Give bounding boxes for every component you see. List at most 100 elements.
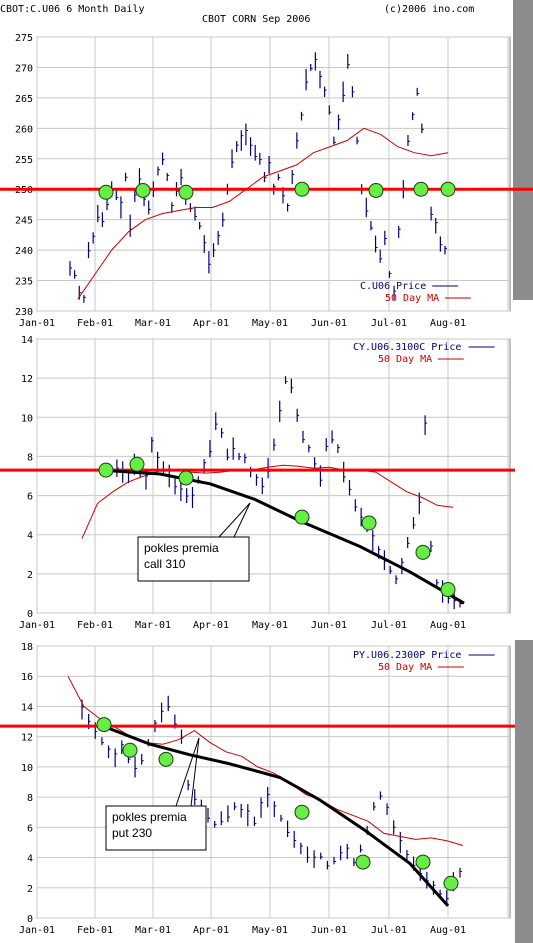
y-tick-label: 14 (21, 335, 33, 346)
marker-circle (368, 182, 384, 198)
marker-circle (129, 456, 145, 472)
y-tick-label: 14 (21, 702, 33, 713)
scrollbar-strip[interactable] (513, 0, 533, 300)
trend-curve (99, 468, 465, 605)
plot-frame (36, 36, 511, 312)
y-tick-label: 8 (27, 793, 33, 804)
x-tick-label: Mar-01 (135, 620, 171, 631)
callout-box (105, 805, 207, 851)
panel-corn-futures: 230235240245250255260265270275Jan-01Feb-… (0, 33, 533, 329)
y-tick-label: 265 (15, 94, 33, 105)
callout-text: pokles premia (112, 810, 187, 824)
y-tick-label: 4 (27, 531, 33, 542)
header-left: CBOT:C.U06 6 Month Daily (0, 4, 145, 15)
x-tick-label: Feb-01 (77, 925, 113, 936)
x-tick-label: Mar-01 (135, 925, 171, 936)
callout-text: call 310 (144, 557, 186, 571)
marker-circle (135, 182, 151, 198)
ma-line (81, 464, 454, 539)
y-tick-label: 235 (15, 277, 33, 288)
panel-call-310: 0 2 4 6 8 10 12 14 Jan-01 Feb-01 Mar-01 Apr-01 May-0… (0, 335, 515, 631)
marker-circle (294, 804, 310, 820)
marker-circle (415, 544, 431, 560)
callout-text: put 230 (112, 826, 152, 840)
marker-circle (415, 854, 431, 870)
y-tick-label: 260 (15, 124, 33, 135)
marker-circle (355, 854, 371, 870)
x-tick-label: May-01 (252, 620, 288, 631)
marker-circle (122, 742, 138, 758)
callout-pointer (175, 737, 200, 807)
header-right: (c)2006 ino.com (384, 4, 474, 15)
x-tick-label: Jan-01 (19, 620, 55, 631)
x-tick-label: Apr-01 (193, 925, 229, 936)
marker-circle (361, 515, 377, 531)
y-tick-label: 0 (27, 914, 33, 925)
y-tick-label: 12 (21, 733, 33, 744)
marker-circle (98, 462, 114, 478)
marker-circle (294, 509, 310, 525)
y-tick-label: 255 (15, 155, 33, 166)
callout-box (137, 536, 250, 582)
marker-circle (178, 470, 194, 486)
y-tick-label: 8 (27, 452, 33, 463)
legend-label: 50 Day MA (385, 293, 439, 304)
header-center: CBOT CORN Sep 2006 (202, 14, 310, 25)
marker-circle (413, 181, 429, 197)
marker-circle (443, 875, 459, 891)
y-tick-label: 10 (21, 763, 33, 774)
legend-label: C.U06 Price (360, 281, 426, 292)
x-tick-label: Mar-01 (135, 318, 171, 329)
legend-label: 50 Day MA (378, 354, 432, 365)
y-tick-label: 245 (15, 216, 33, 227)
marker-circle (98, 184, 114, 200)
legend-label: CY.U06.3100C Price (353, 342, 461, 353)
x-tick-label: Jul-01 (371, 620, 407, 631)
y-tick-label: 4 (27, 854, 33, 865)
x-tick-label: Jun-01 (311, 925, 347, 936)
y-tick-label: 12 (21, 374, 33, 385)
marker-circle (96, 717, 112, 733)
x-tick-label: Apr-01 (193, 620, 229, 631)
legend-label: 50 Day MA (378, 662, 432, 673)
panel-put-230: 0 2 4 6 8 10 12 14 16 18 Jan-01 Feb-01 Mar-01 Apr-01 M… (0, 642, 515, 936)
legend-label: PY.U06.2300P Price (353, 650, 461, 661)
trend-curve (102, 724, 450, 907)
x-tick-label: Aug-01 (430, 620, 466, 631)
plot-frame (36, 338, 511, 614)
y-tick-label: 275 (15, 33, 33, 44)
callout-pointer (190, 737, 200, 807)
plot-frame (36, 645, 511, 919)
y-tick-label: 10 (21, 413, 33, 424)
y-tick-label: 6 (27, 823, 33, 834)
marker-circle (178, 184, 194, 200)
y-tick-label: 2 (27, 884, 33, 895)
marker-circle (158, 751, 174, 767)
y-tick-label: 2 (27, 570, 33, 581)
x-tick-label: Jan-01 (19, 925, 55, 936)
x-tick-label: Jun-01 (311, 318, 347, 329)
marker-circle (440, 181, 456, 197)
x-tick-label: Apr-01 (193, 318, 229, 329)
ma-line (77, 127, 449, 300)
x-tick-label: Jun-01 (311, 620, 347, 631)
y-tick-label: 16 (21, 672, 33, 683)
x-tick-label: Jan-01 (19, 318, 55, 329)
x-tick-label: Jul-01 (371, 925, 407, 936)
y-tick-label: 6 (27, 492, 33, 503)
x-tick-label: May-01 (252, 318, 288, 329)
x-tick-label: Aug-01 (430, 318, 466, 329)
y-tick-label: 240 (15, 246, 33, 257)
scrollbar-strip-lower[interactable] (515, 640, 533, 943)
x-tick-label: Feb-01 (77, 318, 113, 329)
x-tick-label: Feb-01 (77, 620, 113, 631)
marker-circle (294, 181, 310, 197)
x-tick-label: May-01 (252, 925, 288, 936)
y-tick-label: 18 (21, 642, 33, 653)
x-tick-label: Jul-01 (371, 318, 407, 329)
marker-circle (440, 582, 456, 598)
y-tick-label: 0 (27, 609, 33, 620)
callout-pointer (218, 502, 251, 538)
callout-text: pokles premia (144, 541, 219, 555)
